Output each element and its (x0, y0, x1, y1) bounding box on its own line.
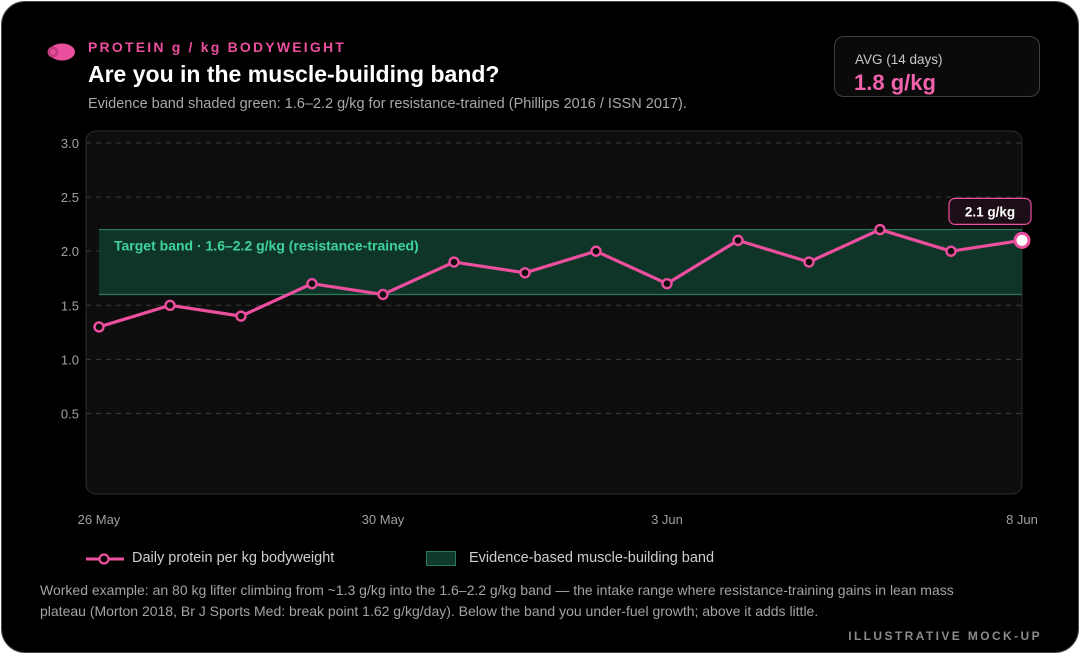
data-point (661, 277, 673, 290)
y-tick-label: 2.5 (61, 190, 79, 205)
target-band-label: Target band · 1.6–2.2 g/kg (resistance-t… (114, 238, 419, 254)
x-tick-label: 26 May (78, 512, 121, 527)
mockup-tag: ILLUSTRATIVE MOCK-UP (848, 629, 1042, 643)
y-tick-label: 0.5 (61, 407, 79, 422)
data-point (235, 310, 247, 322)
data-point-latest (1013, 231, 1031, 249)
data-point (874, 223, 886, 236)
data-point (945, 245, 957, 257)
legend-band-swatch (426, 551, 456, 566)
metric-eyebrow: PROTEIN g / kg BODYWEIGHT (88, 39, 347, 55)
legend-line-label: Daily protein per kg bodyweight (132, 550, 335, 566)
y-tick-label: 2.0 (61, 244, 79, 259)
latest-value-callout (948, 197, 1032, 225)
worked-example-note: Worked example: an 80 kg lifter climbing… (40, 582, 954, 619)
y-tick-label: 1.0 (61, 352, 79, 367)
data-point (519, 267, 531, 279)
page-title: Are you in the muscle-building band? (88, 61, 500, 87)
data-point (448, 256, 460, 268)
y-tick-label: 1.5 (61, 298, 79, 313)
average-card: AVG (14 days) 1.8 g/kg (834, 36, 1040, 97)
plot-panel (85, 130, 1023, 495)
page-subtitle: Evidence band shaded green: 1.6–2.2 g/kg… (88, 96, 687, 112)
x-tick-label: 8 Jun (1006, 512, 1038, 527)
x-tick-label: 3 Jun (651, 512, 683, 527)
y-tick-label: 3.0 (61, 136, 79, 151)
legend-line-icon (86, 553, 124, 565)
data-point (377, 288, 389, 301)
average-label: AVG (14 days) (855, 52, 943, 67)
average-value: 1.8 g/kg (854, 70, 936, 95)
data-point (93, 321, 105, 333)
data-point (306, 277, 318, 290)
protein-logo-icon (47, 43, 75, 61)
data-point (803, 256, 815, 268)
latest-value-label: 2.1 g/kg (965, 204, 1015, 219)
x-tick-label: 30 May (362, 512, 405, 527)
data-point (164, 299, 176, 311)
legend-band-label: Evidence-based muscle-building band (469, 550, 715, 566)
protein-series-line (97, 227, 1024, 329)
data-point (590, 245, 602, 257)
data-point (732, 234, 744, 247)
